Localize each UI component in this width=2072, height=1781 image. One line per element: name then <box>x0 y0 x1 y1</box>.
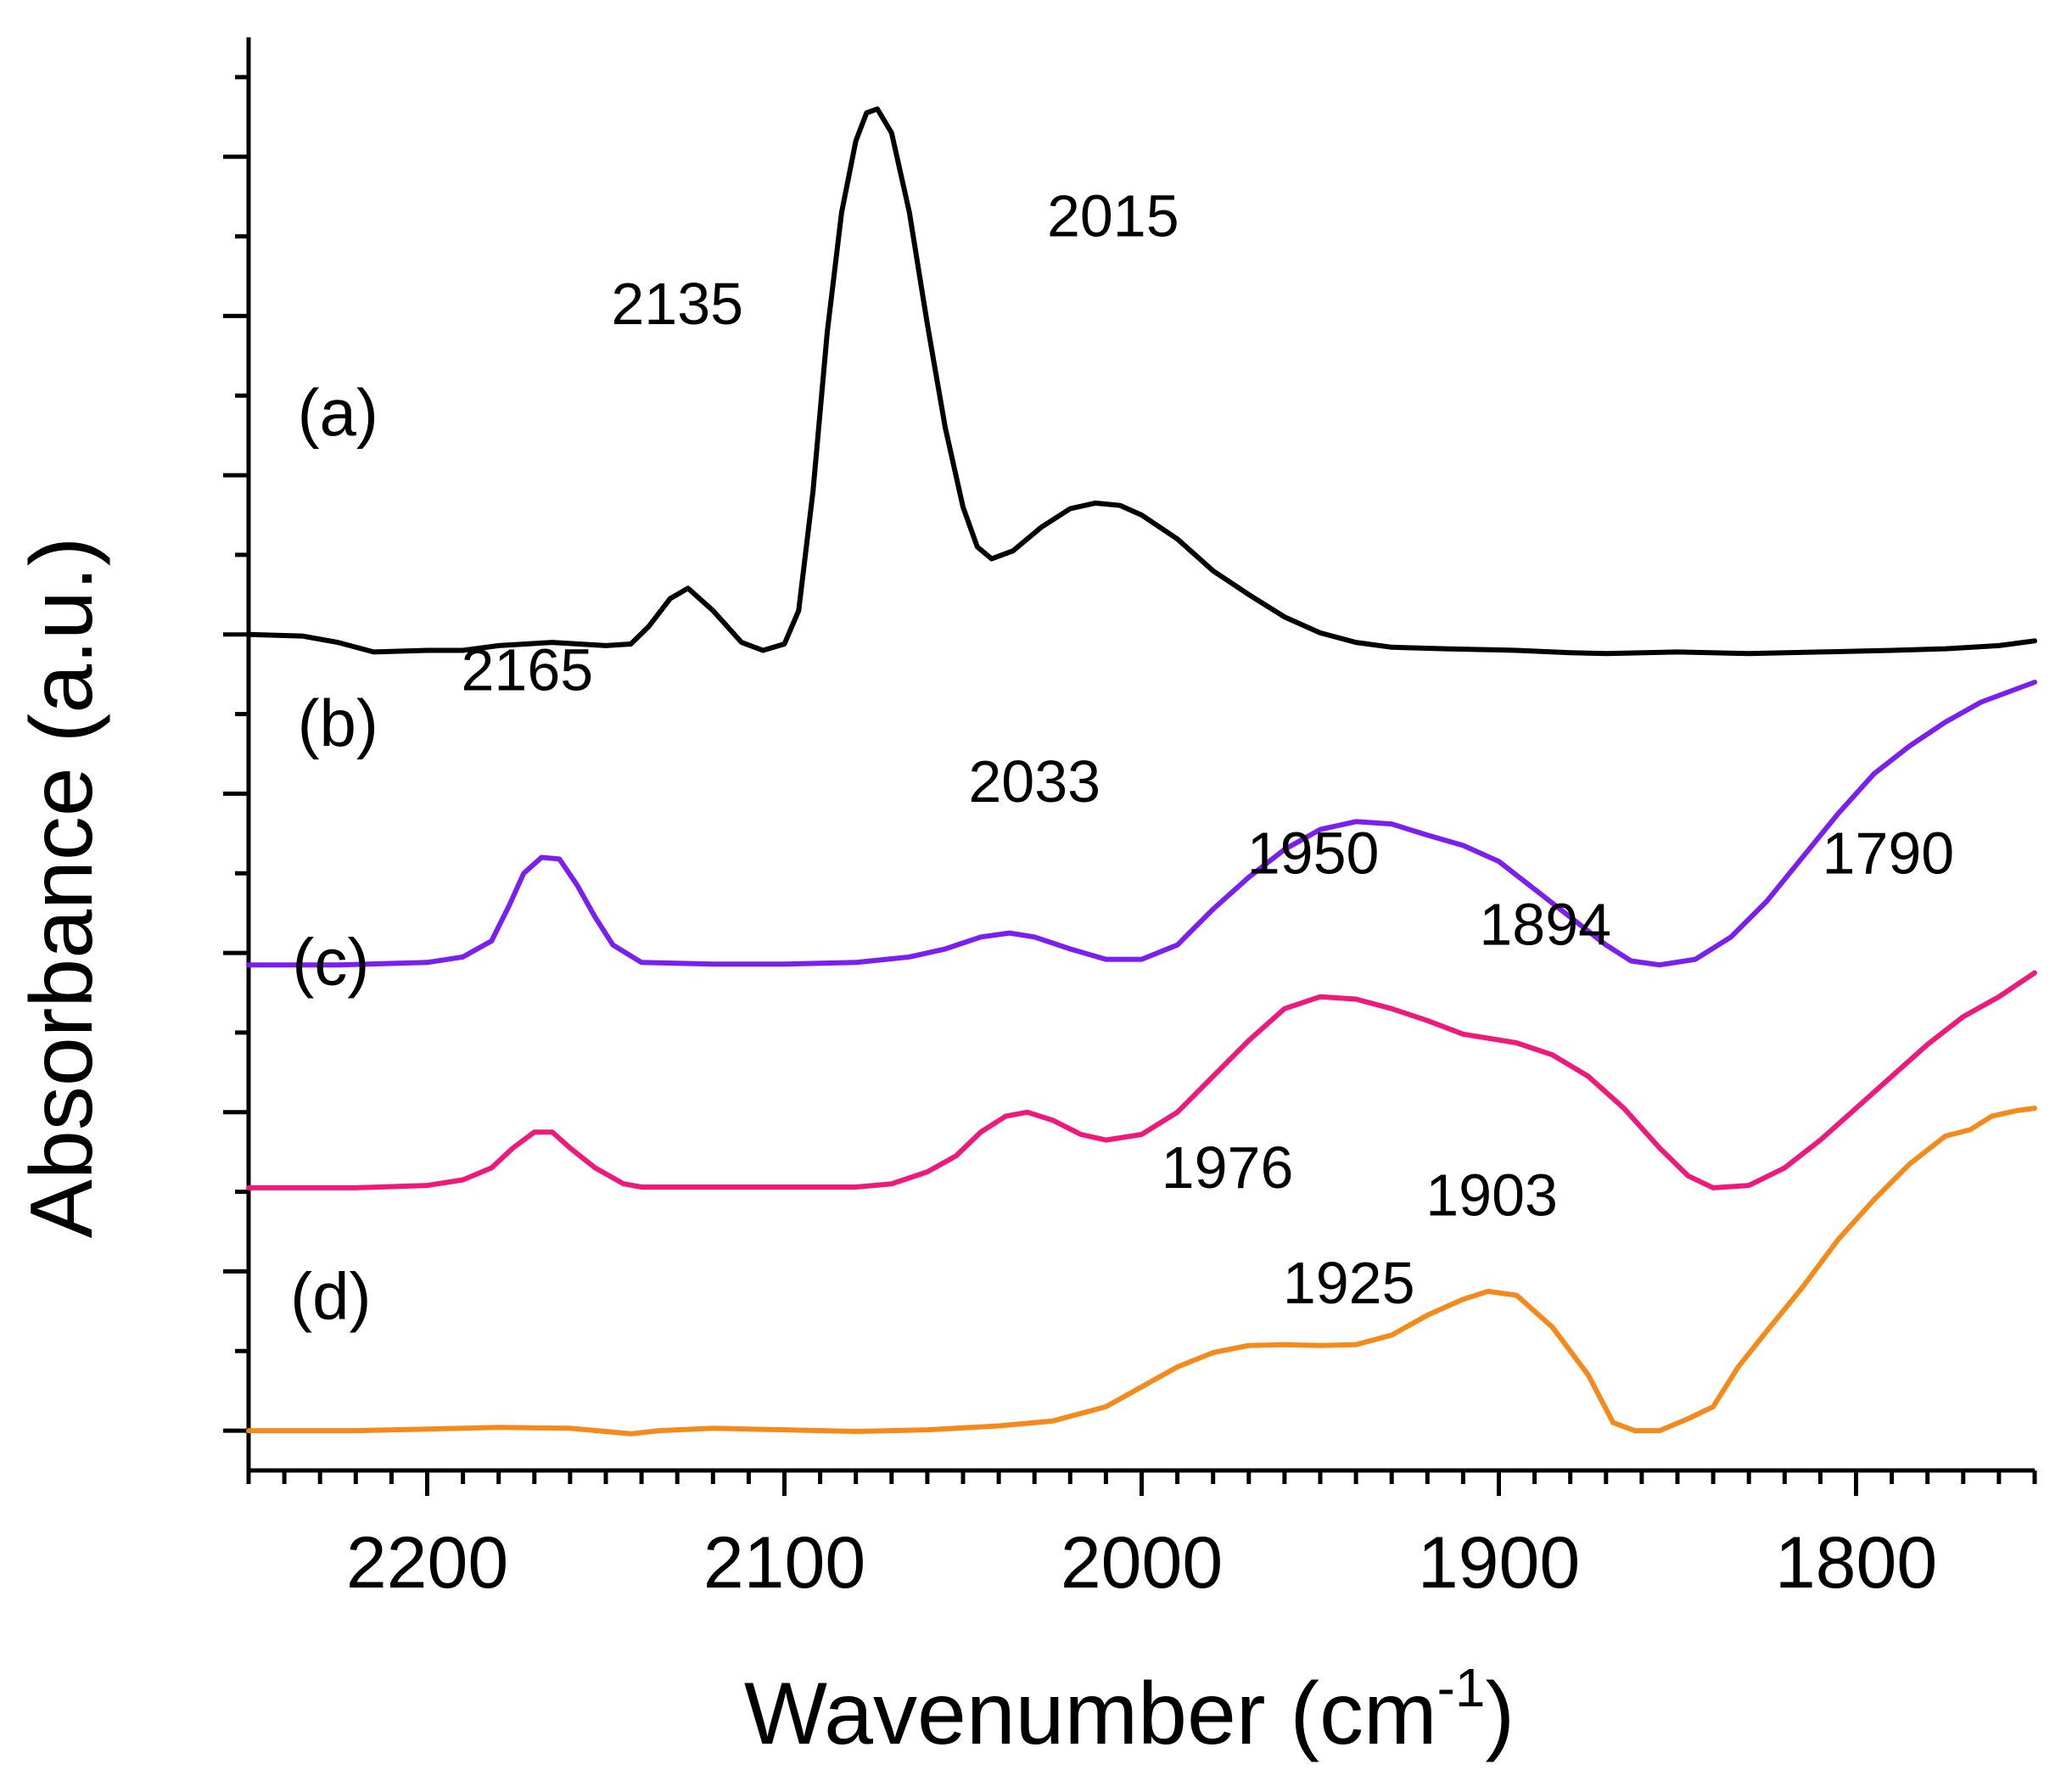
y-axis <box>223 37 251 1470</box>
series-label-d: (d) <box>290 1259 371 1334</box>
y-axis-title: Absorbance (a.u.) <box>13 537 111 1239</box>
x-axis-title: Wavenumber (cm-1) <box>744 1657 1515 1763</box>
x-axis-title-main: Wavenumber (cm <box>744 1665 1437 1763</box>
spectra-series <box>246 106 2037 1437</box>
peak-label: 1950 <box>1247 820 1380 886</box>
x-tick-label: 1800 <box>1775 1522 1937 1604</box>
x-tick-label: 2100 <box>703 1522 865 1604</box>
peak-label: 2015 <box>1047 183 1179 249</box>
peak-label: 2165 <box>462 636 594 703</box>
peak-label: 2033 <box>968 748 1100 815</box>
peak-label: 1790 <box>1823 820 1955 886</box>
series-line-c <box>246 970 2037 1190</box>
x-tick-label: 1900 <box>1418 1522 1580 1604</box>
x-tick-label: 2200 <box>346 1522 508 1604</box>
series-label-b: (b) <box>298 686 378 760</box>
peak-label: 2135 <box>611 271 743 337</box>
peak-label: 1925 <box>1283 1250 1415 1316</box>
x-axis: 2200 2100 2000 1900 1800 <box>246 1468 2037 1604</box>
series-line-b <box>246 680 2037 968</box>
series-label-c: (c) <box>292 925 369 1000</box>
peak-label: 1976 <box>1162 1134 1294 1201</box>
x-tick-label: 2000 <box>1061 1522 1223 1604</box>
series-line-d <box>246 1106 2037 1437</box>
x-axis-title-close: ) <box>1486 1665 1515 1763</box>
series-label-a: (a) <box>298 375 378 450</box>
x-axis-title-superscript: -1 <box>1437 1657 1486 1718</box>
peak-label: 1894 <box>1479 892 1611 958</box>
peak-label: 1903 <box>1425 1162 1558 1229</box>
peak-annotations: (a)(b)(c)(d)2078213520152165203319501894… <box>290 183 1955 1334</box>
series-line-a <box>246 106 2037 657</box>
